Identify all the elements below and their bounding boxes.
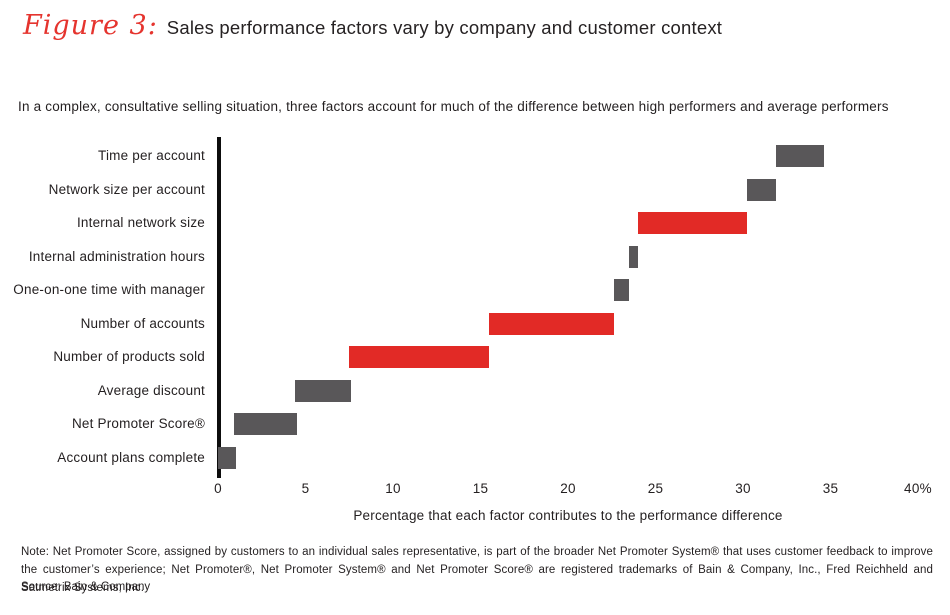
category-label: Account plans complete (57, 449, 205, 465)
waterfall-bar (218, 446, 236, 469)
x-tick-label: 15 (472, 481, 489, 496)
category-label: Number of products sold (53, 349, 205, 364)
figure-title: Figure 3: Sales performance factors vary… (23, 10, 722, 41)
y-axis-line (217, 137, 221, 478)
plot-area (218, 137, 918, 478)
category-label: Average discount (97, 382, 205, 398)
category-label: Internal administration hours (28, 248, 205, 264)
x-tick-label: 0 (214, 481, 222, 496)
waterfall-bar (746, 178, 777, 201)
waterfall-bar (638, 212, 747, 234)
figure-number-label: Figure 3: (23, 10, 158, 41)
waterfall-bar (613, 279, 630, 301)
category-label: Time per account (98, 148, 205, 163)
category-label: Net Promoter Score® (71, 416, 205, 431)
category-label: One-on-one time with manager (13, 282, 205, 297)
chart-subtitle: In a complex, consultative selling situa… (18, 99, 889, 114)
x-tick-label: 20 (560, 481, 576, 496)
waterfall-bar (349, 346, 490, 368)
waterfall-bar (776, 145, 824, 167)
x-tick-label: 35 (822, 481, 839, 496)
waterfall-bar (295, 379, 351, 402)
figure-title-text: Sales performance factors vary by compan… (166, 17, 723, 38)
category-label: Number of accounts (80, 315, 205, 331)
x-tick-label: 25 (647, 481, 664, 496)
category-label: Network size per account (48, 181, 205, 197)
category-label: Internal network size (76, 215, 205, 230)
x-axis-title: Percentage that each factor contributes … (353, 508, 783, 523)
waterfall-bar (489, 312, 614, 335)
x-tick-label: 30 (735, 481, 751, 496)
source-line: Source: Bain & Company (21, 581, 151, 593)
x-tick-label: 5 (301, 481, 310, 496)
waterfall-bar (233, 413, 297, 435)
waterfall-bar (629, 245, 638, 268)
x-tick-label: 10 (385, 481, 401, 496)
x-tick-label: 40% (904, 481, 932, 496)
footnote: Note: Net Promoter Score, assigned by cu… (21, 546, 933, 594)
